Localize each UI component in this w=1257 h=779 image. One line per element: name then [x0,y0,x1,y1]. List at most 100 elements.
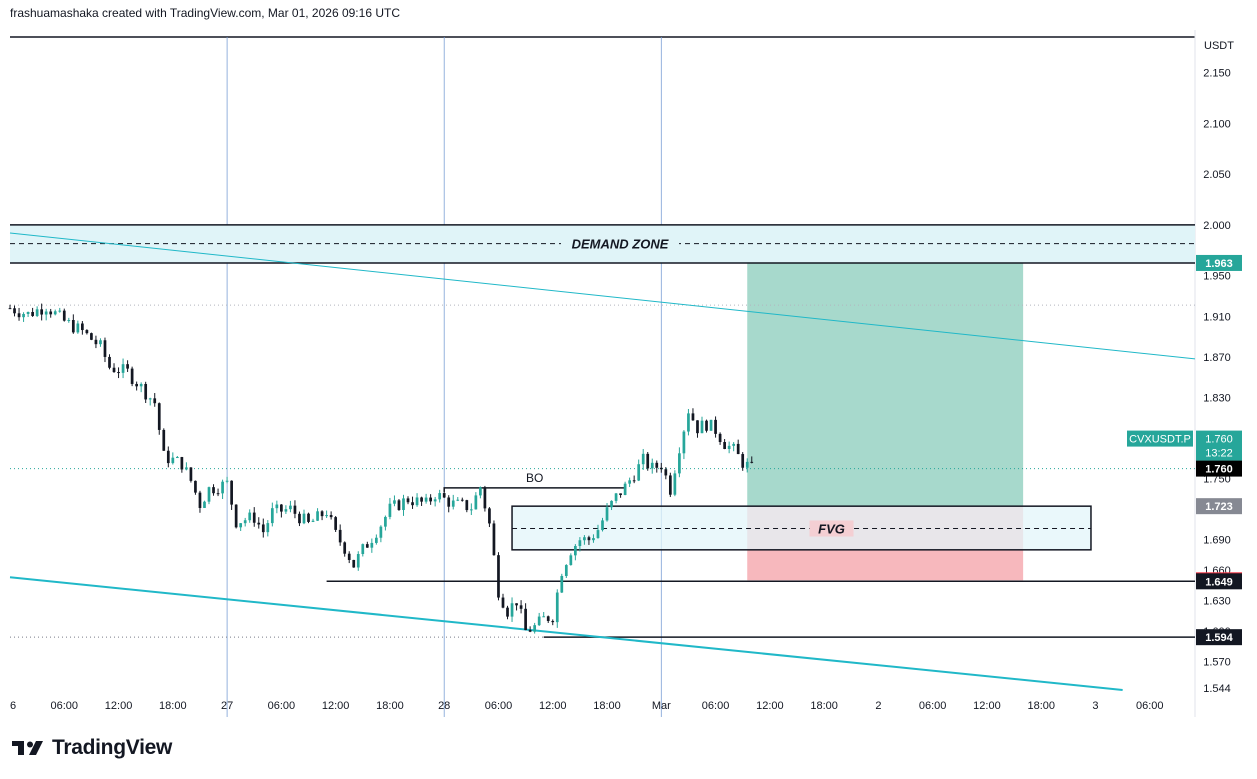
candle-body [347,553,351,560]
candle-body [397,500,401,511]
candle-body [659,467,663,470]
x-tick-label: 6 [10,700,16,712]
candle-body [678,453,681,474]
candle-body [668,475,672,495]
candle-body [58,310,62,312]
candle-body [252,512,256,523]
candle-body [623,483,627,496]
x-tick-label: 2 [875,700,881,712]
candle-body [175,457,179,459]
candle-body [687,413,690,432]
y-tick-label: 2.050 [1203,169,1231,181]
candle-body [81,323,84,331]
price-tag-bg [1196,460,1242,477]
x-tick-label: 3 [1092,700,1098,712]
candle-body [578,540,582,546]
y-tick-label: 1.870 [1203,352,1231,364]
candle-body [370,542,374,548]
candle-body [139,383,143,387]
candle-body [157,403,161,430]
candle-body [189,467,193,481]
candle-body [528,630,532,632]
candle-body [243,520,247,524]
candle-body [148,398,152,400]
candle-body [49,311,53,315]
x-tick-label: Mar [652,700,671,712]
candle-body [551,620,555,623]
price-tag: 1.594 [1205,632,1233,644]
x-tick-label: 06:00 [702,700,730,712]
candle-body [456,499,460,501]
time-axis: 6 06:00 12:00 18:00 27 06:00 12:00 18:00 28 06:00… [10,700,1164,712]
candle-body [270,508,274,524]
x-tick-label: 18:00 [1027,700,1055,712]
candle-body [592,538,595,541]
candle-body [465,500,469,511]
price-tag: 1.723 [1205,501,1233,513]
candle-body [212,487,215,494]
candle-body [293,505,297,514]
x-tick-label: 12:00 [756,700,784,712]
candle-body [691,413,695,421]
candle-body [307,513,310,522]
candle-body [564,565,568,576]
candle-body [433,499,437,502]
price-tag: 1.760 [1205,464,1233,476]
candle-body [180,457,184,470]
candle-body [420,497,423,502]
candle-body [144,383,148,400]
tradingview-logo-icon [12,741,43,755]
candle-body [745,461,749,468]
x-tick-label: 06:00 [1136,700,1164,712]
candle-body [650,462,654,469]
y-tick-label: 1.910 [1203,311,1231,323]
x-tick-label: 27 [221,700,233,712]
price-tag-bg [1196,254,1242,271]
candle-body [506,607,509,617]
candle-body [121,364,125,373]
candle-body [515,603,518,606]
candle-body [732,443,736,446]
x-tick-label: 18:00 [593,700,621,712]
candle-body [108,356,111,368]
candle-body [130,368,134,384]
candle-body [185,467,188,470]
y-tick-label: 1.570 [1203,657,1231,669]
tradingview-logo-text: TradingView [52,736,173,759]
tradingview-logo[interactable]: TradingView [10,736,172,760]
candle-body [727,445,731,449]
candle-body [442,493,446,498]
candle-body [546,616,550,621]
candle-body [329,515,333,518]
candle-body [411,502,414,506]
candle-body [203,501,206,508]
candle-body [429,497,432,502]
candle-body [696,420,699,434]
candle-body [257,522,261,525]
candle-body [94,339,98,345]
price-axis: USDT 2.150 2.100 2.050 2.000 1.950 1.910 1.870 1… [1127,40,1242,695]
x-tick-label: 06:00 [485,700,513,712]
candle-body [22,313,25,318]
symbol-tag-text: CVXUSDT.P [1129,434,1191,446]
candle-body [583,537,586,541]
candle-body [605,507,609,521]
candle-body [221,481,224,494]
candle-body [537,616,541,626]
x-tick-label: 06:00 [919,700,947,712]
x-tick-label: 18:00 [810,700,838,712]
candle-body [207,487,211,502]
candle-body [13,308,16,314]
candle-body [302,513,306,524]
zones [10,224,1195,581]
candle-body [44,311,48,315]
fvg-label: FVG [818,522,845,537]
candle-body [153,398,157,404]
candle-body [379,526,383,538]
annotations: DEMAND ZONE FVG BO [526,235,854,537]
candle-body [261,524,265,533]
candle-body [85,330,89,334]
candle-body [632,480,636,482]
candle-body [637,464,641,481]
